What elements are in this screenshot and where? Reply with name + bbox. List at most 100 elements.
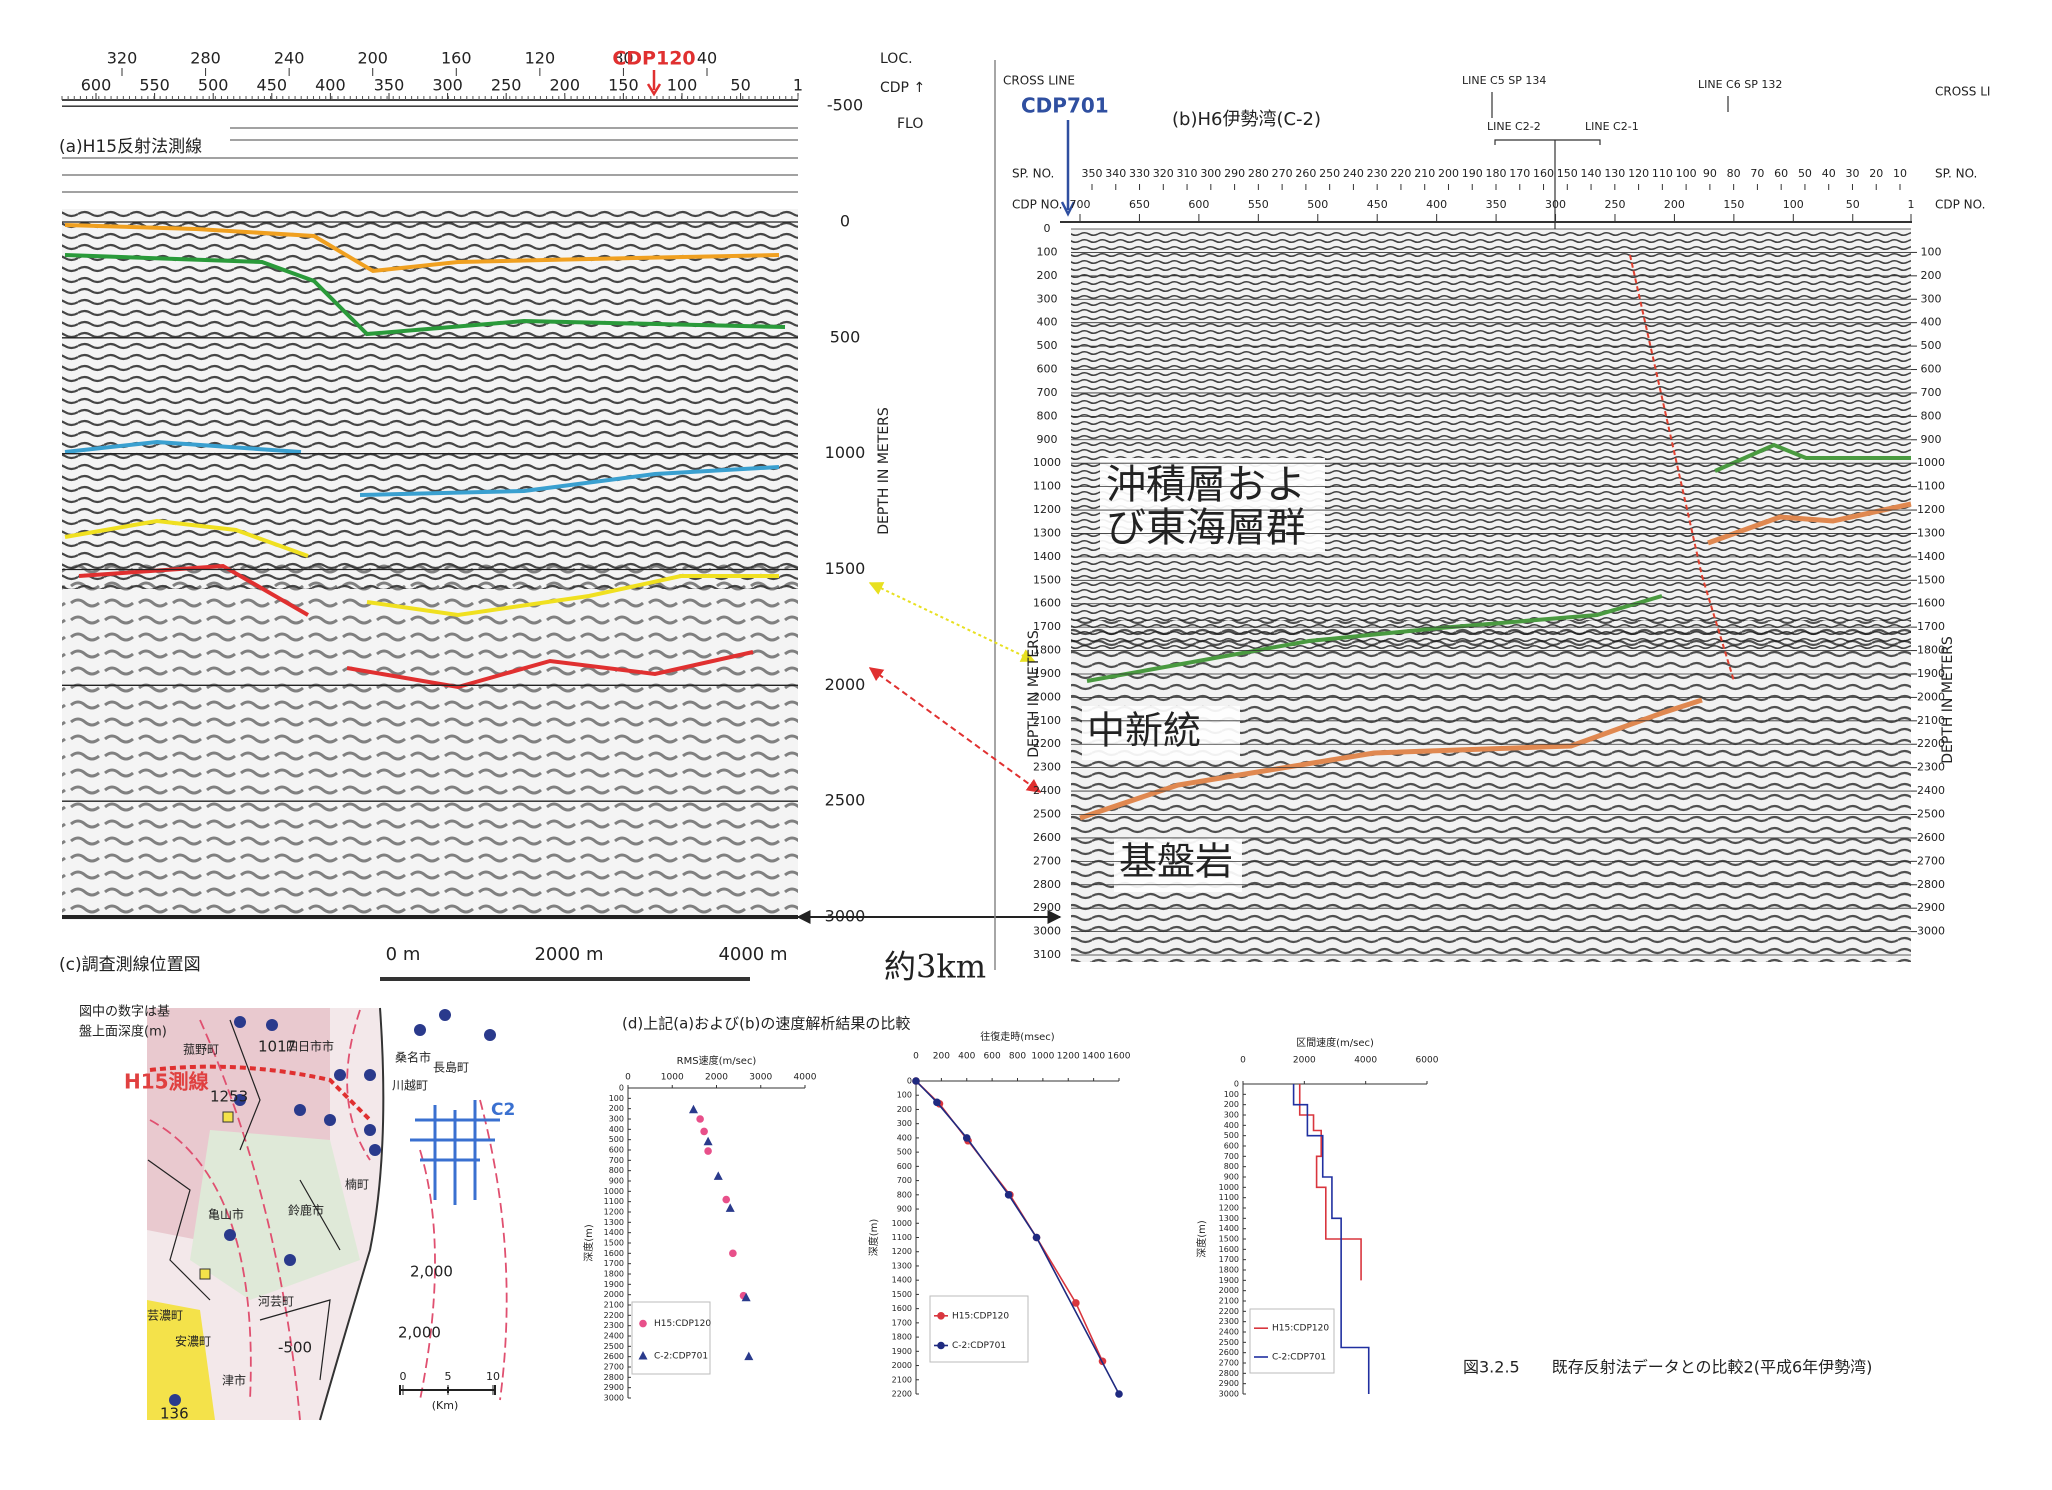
cdp-tick-label: 50 (1846, 198, 1860, 211)
y-tick-label: 2100 (1219, 1297, 1239, 1306)
marker (722, 1195, 731, 1204)
y-tick-label: 200 (609, 1104, 624, 1113)
depth-tick-label: 1700 (1917, 620, 1945, 633)
x-tick-label: 1600 (1108, 1052, 1131, 1062)
cdp-label: CDP ↑ (880, 80, 925, 96)
red-link (868, 667, 1042, 793)
map-scale-unit: (Km) (432, 1399, 459, 1412)
line-label: H15測線 (124, 1070, 209, 1094)
y-tick-label: 2800 (604, 1373, 624, 1382)
y-tick-label: 2700 (1219, 1359, 1239, 1368)
x-tick-label: 1000 (661, 1073, 684, 1083)
depth-tick-label: 1800 (1033, 644, 1061, 657)
depth-tick-label: 900 (1921, 433, 1942, 446)
cdp-tick-label: 500 (198, 76, 229, 95)
loc-tick-label: 80 (613, 49, 633, 68)
cdp-tick-label: 1 (1908, 198, 1915, 211)
depth-tick-label: 3100 (1033, 948, 1061, 961)
sp-tick-label: 110 (1652, 167, 1673, 180)
depth-tick-label: 300 (1037, 292, 1058, 305)
cdp-tick-label: 500 (1307, 198, 1328, 211)
yellow-link (868, 582, 1036, 662)
map-label: 四日市市 (286, 1039, 334, 1054)
map-label: 津市 (222, 1373, 246, 1388)
depth-tick-label: 2600 (1033, 831, 1061, 844)
map-label: 2,000 (410, 1263, 453, 1281)
x-tick-label: 800 (1009, 1052, 1026, 1062)
sp-tick-label: 80 (1727, 167, 1741, 180)
x-tick-label: 1400 (1082, 1052, 1105, 1062)
sp-tick-label: 330 (1129, 167, 1150, 180)
map-label: 長島町 (433, 1060, 469, 1075)
y-tick-label: 0 (907, 1077, 912, 1086)
loc-tick-label: 320 (107, 49, 138, 68)
y-tick-label: 0 (1234, 1080, 1239, 1089)
map-scale-label: 10 (486, 1370, 500, 1383)
cdp-label: CDP NO. (1935, 198, 1985, 212)
y-axis-label: 深度(m) (1195, 1220, 1208, 1258)
chart-title: RMS速度(m/sec) (677, 1054, 757, 1067)
depth-tick-label: 800 (1037, 409, 1058, 422)
marker (741, 1292, 751, 1302)
map-note: 盤上面深度(m) (79, 1024, 167, 1040)
y-tick-label: 1300 (604, 1218, 624, 1227)
depth-tick-label: 100 (1037, 245, 1058, 258)
span-label: 約3km (884, 948, 986, 986)
map-label: -500 (278, 1339, 312, 1357)
scale-label: 4000 m (718, 944, 787, 965)
depth-tick-label: 1500 (825, 559, 866, 578)
y-tick-label: 600 (897, 1162, 912, 1171)
scale-bar (380, 977, 750, 981)
x-tick-label: 200 (933, 1052, 950, 1062)
cdp-marker: CDP701 (1021, 94, 1109, 118)
sp-tick-label: 240 (1343, 167, 1364, 180)
depth-tick-label: 1400 (1917, 550, 1945, 563)
sp-tick-label: 180 (1486, 167, 1507, 180)
cdp-tick-label: 450 (257, 76, 288, 95)
depth-tick-label: 600 (1921, 363, 1942, 376)
sp-tick-label: 320 (1153, 167, 1174, 180)
depth-tick-label: 2700 (1917, 854, 1945, 867)
legend-label: H15:CDP120 (952, 1311, 1009, 1321)
panel-title: (d)上記(a)および(b)の速度解析結果の比較 (622, 1015, 910, 1033)
depth-tick-label: 2900 (1033, 901, 1061, 914)
y-tick-label: 2700 (604, 1363, 624, 1372)
caption: 図3.2.5 既存反射法データとの比較2(平成6年伊勢湾) (1463, 1358, 1872, 1377)
marker (704, 1147, 712, 1155)
marker (962, 1134, 971, 1142)
velocity-chart: RMS速度(m/sec)深度(m)0 1000 2000 3000 4000010020… (582, 1054, 817, 1403)
velocity-chart: 区間速度(m/sec)深度(m)0 2000 4000 600001002003004… (1195, 1036, 1439, 1399)
map-label: 136 (160, 1405, 189, 1423)
sp-tick-label: 210 (1414, 167, 1435, 180)
marker (639, 1319, 647, 1328)
cross-line-label: CROSS LINE (1003, 74, 1075, 88)
sp-tick-label: 300 (1200, 167, 1221, 180)
y-tick-label: 1500 (892, 1290, 912, 1299)
sp-tick-label: 260 (1295, 167, 1316, 180)
marker (1115, 1390, 1123, 1398)
y-tick-label: 1700 (1219, 1255, 1239, 1264)
map-note: 図中の数字は基 (79, 1005, 170, 1020)
y-tick-label: 100 (609, 1094, 624, 1103)
y-tick-label: 1000 (604, 1187, 624, 1196)
marker (688, 1104, 698, 1114)
y-tick-label: 700 (897, 1176, 912, 1185)
y-tick-label: 200 (1224, 1100, 1239, 1109)
y-tick-label: 700 (1224, 1152, 1239, 1161)
sp-tick-label: 340 (1105, 167, 1126, 180)
y-tick-label: 2300 (604, 1321, 624, 1330)
cdp-tick-label: 450 (1367, 198, 1388, 211)
y-tick-label: 2900 (604, 1383, 624, 1392)
y-tick-label: 1000 (1219, 1183, 1239, 1192)
depth-tick-label: 2200 (1033, 737, 1061, 750)
cdp-tick-label: 350 (1486, 198, 1507, 211)
y-tick-label: 500 (609, 1135, 624, 1144)
map-label: 1253 (210, 1088, 248, 1106)
depth-tick-label: 2500 (1033, 808, 1061, 821)
depth-tick-label: 2600 (1917, 831, 1945, 844)
sp-label: SP. NO. (1012, 167, 1054, 181)
y-tick-label: 100 (1224, 1090, 1239, 1099)
sp-tick-label: 90 (1703, 167, 1717, 180)
y-tick-label: 1300 (1219, 1214, 1239, 1223)
